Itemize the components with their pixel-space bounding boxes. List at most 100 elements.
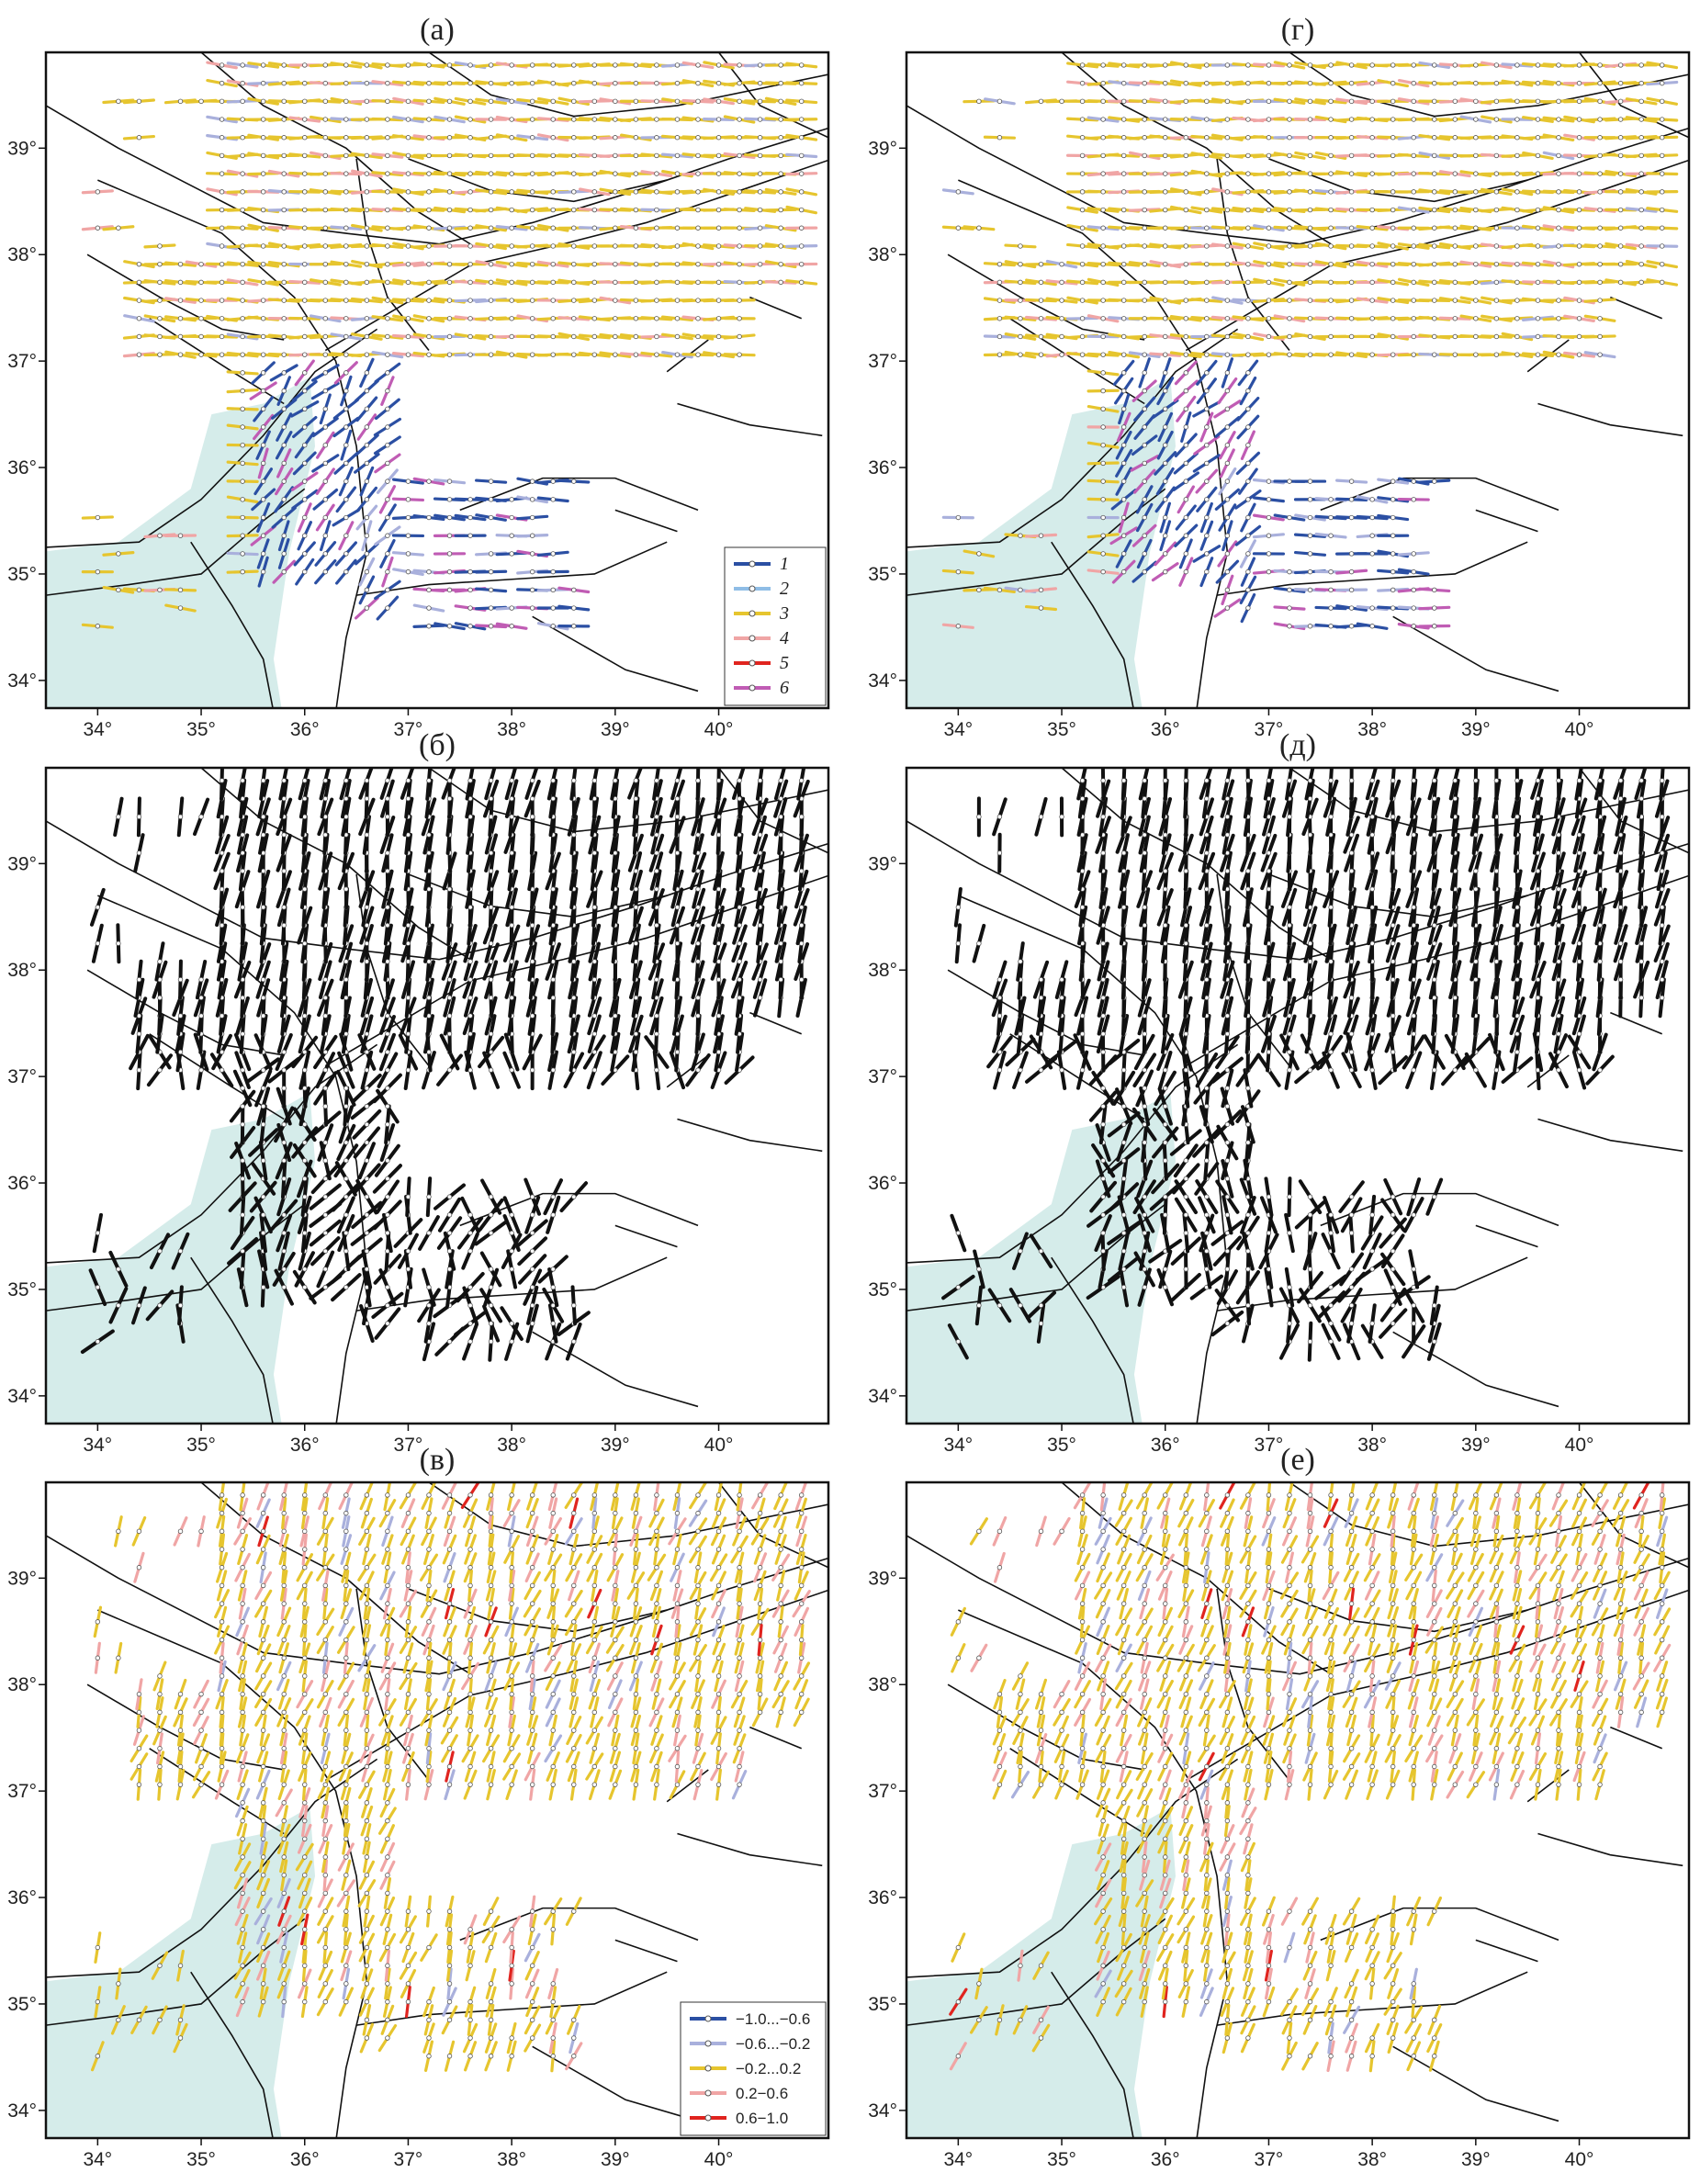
station-dot [571, 316, 576, 321]
station-dot [1598, 353, 1603, 357]
station-dot [634, 779, 638, 783]
station-dot [427, 850, 432, 855]
station-dot [571, 1303, 576, 1308]
station-dot [386, 1213, 390, 1218]
station-dot [386, 923, 390, 928]
station-dot [386, 588, 390, 592]
station-dot [1412, 280, 1416, 285]
station-dot [977, 815, 982, 819]
station-dot [241, 1213, 245, 1218]
station-dot [489, 552, 493, 557]
station-dot [302, 443, 307, 447]
station-dot [551, 796, 556, 801]
station-dot [1432, 135, 1436, 140]
station-dot [261, 569, 265, 574]
station-dot [779, 99, 783, 104]
station-dot [344, 461, 349, 466]
station-dot [1494, 135, 1499, 140]
station-dot [282, 443, 287, 447]
station-dot [592, 280, 597, 285]
station-dot [447, 887, 452, 892]
station-dot [1288, 172, 1292, 176]
station-dot [117, 99, 121, 104]
station-dot [1349, 552, 1354, 557]
station-dot [386, 353, 390, 357]
station-dot [1225, 498, 1230, 502]
station-dot [1639, 81, 1644, 85]
y-tick-label: 38° [868, 244, 897, 265]
station-dot [716, 316, 721, 321]
station-dot [592, 226, 597, 231]
station-dot [447, 1031, 452, 1036]
station-dot [799, 81, 804, 85]
station-dot [551, 1322, 556, 1326]
station-dot [1246, 99, 1251, 104]
station-dot [1163, 443, 1167, 447]
station-dot [158, 1303, 163, 1308]
station-dot [406, 316, 411, 321]
station-dot [447, 552, 452, 557]
station-dot [1143, 443, 1147, 447]
station-dot [489, 208, 493, 212]
station-dot [530, 815, 535, 819]
station-dot [447, 1068, 452, 1073]
station-dot [1660, 118, 1664, 122]
station-dot [1308, 588, 1312, 592]
station-dot [1080, 779, 1085, 783]
station-dot [510, 298, 514, 303]
station-dot [468, 1303, 473, 1308]
station-dot [1205, 498, 1210, 502]
station-dot [1184, 172, 1188, 176]
station-dot [427, 779, 432, 783]
station-dot [614, 298, 618, 303]
station-dot [344, 1231, 349, 1235]
station-dot [1412, 316, 1416, 321]
station-dot [1039, 1249, 1043, 1254]
station-dot [1618, 81, 1623, 85]
station-dot [737, 779, 742, 783]
station-dot [1143, 1195, 1147, 1199]
station-dot [365, 461, 369, 466]
sea [896, 377, 1176, 724]
station-dot [1101, 425, 1106, 430]
station-dot [241, 81, 245, 85]
station-dot [302, 153, 307, 158]
station-dot [282, 1267, 287, 1272]
station-dot [1143, 1122, 1147, 1127]
station-dot [1390, 81, 1395, 85]
station-dot [1246, 515, 1251, 520]
station-dot [302, 1141, 307, 1145]
station-dot [1101, 1031, 1106, 1036]
station-dot [1557, 280, 1561, 285]
station-dot [1370, 624, 1375, 628]
station-dot [614, 280, 618, 285]
station-dot [1308, 624, 1312, 628]
y-tick-label: 38° [7, 960, 37, 981]
station-dot [365, 443, 369, 447]
station-dot [696, 135, 701, 140]
station-dot [1225, 479, 1230, 484]
station-dot [1474, 153, 1479, 158]
station-dot [696, 906, 701, 910]
station-dot [241, 1068, 245, 1073]
station-dot [344, 153, 349, 158]
station-dot [427, 135, 432, 140]
station-dot [468, 779, 473, 783]
station-dot [1080, 135, 1085, 140]
station-dot [1349, 208, 1354, 212]
station-dot [323, 1068, 328, 1073]
station-dot [406, 515, 411, 520]
map-content [896, 52, 1694, 723]
station-dot [1163, 407, 1167, 411]
station-dot [406, 1249, 411, 1254]
station-dot [1143, 461, 1147, 466]
station-dot [1101, 316, 1106, 321]
station-dot [241, 353, 245, 357]
station-dot [1288, 262, 1292, 266]
station-dot [406, 996, 411, 1000]
station-dot [1121, 569, 1126, 574]
station-dot [447, 63, 452, 68]
y-tick-label: 39° [7, 853, 37, 874]
station-dot [261, 977, 265, 982]
station-dot [427, 208, 432, 212]
